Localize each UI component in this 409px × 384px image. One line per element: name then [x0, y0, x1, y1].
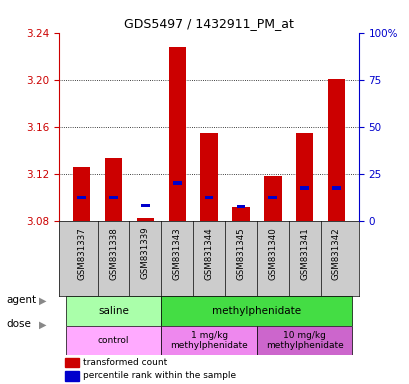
Bar: [65, 371, 79, 381]
Bar: [231, 207, 249, 221]
Bar: [161, 296, 351, 326]
Bar: [66, 326, 161, 355]
Bar: [268, 195, 276, 199]
Bar: [200, 132, 217, 221]
Text: GSM831337: GSM831337: [77, 227, 86, 280]
Text: transformed count: transformed count: [83, 358, 167, 367]
Bar: [204, 195, 213, 199]
Bar: [299, 186, 308, 190]
Bar: [168, 47, 186, 221]
Text: GSM831343: GSM831343: [172, 227, 181, 280]
Title: GDS5497 / 1432911_PM_at: GDS5497 / 1432911_PM_at: [124, 17, 293, 30]
Text: agent: agent: [6, 295, 36, 305]
Bar: [73, 167, 90, 221]
Bar: [173, 181, 181, 185]
Text: dose: dose: [6, 319, 31, 329]
Bar: [331, 186, 340, 190]
Text: 10 mg/kg
methylphenidate: 10 mg/kg methylphenidate: [265, 331, 343, 350]
Bar: [105, 159, 122, 221]
Text: ▶: ▶: [39, 319, 46, 329]
Bar: [109, 195, 118, 199]
Text: GSM831340: GSM831340: [267, 227, 276, 280]
Text: saline: saline: [98, 306, 129, 316]
Bar: [236, 205, 245, 209]
Text: 1 mg/kg
methylphenidate: 1 mg/kg methylphenidate: [170, 331, 247, 350]
Text: GSM831341: GSM831341: [299, 227, 308, 280]
Text: methylphenidate: methylphenidate: [212, 306, 301, 316]
Bar: [327, 78, 344, 221]
Bar: [141, 204, 149, 207]
Bar: [263, 176, 281, 221]
Text: control: control: [98, 336, 129, 345]
Text: GSM831344: GSM831344: [204, 227, 213, 280]
Bar: [256, 326, 351, 355]
Bar: [295, 132, 312, 221]
Bar: [77, 195, 86, 199]
Text: GSM831342: GSM831342: [331, 227, 340, 280]
Text: percentile rank within the sample: percentile rank within the sample: [83, 371, 236, 381]
Text: GSM831339: GSM831339: [141, 227, 150, 280]
Bar: [65, 358, 79, 367]
Text: GSM831338: GSM831338: [109, 227, 118, 280]
Bar: [66, 296, 161, 326]
Bar: [136, 218, 154, 221]
Text: GSM831345: GSM831345: [236, 227, 245, 280]
Text: ▶: ▶: [39, 295, 46, 305]
Bar: [161, 326, 256, 355]
